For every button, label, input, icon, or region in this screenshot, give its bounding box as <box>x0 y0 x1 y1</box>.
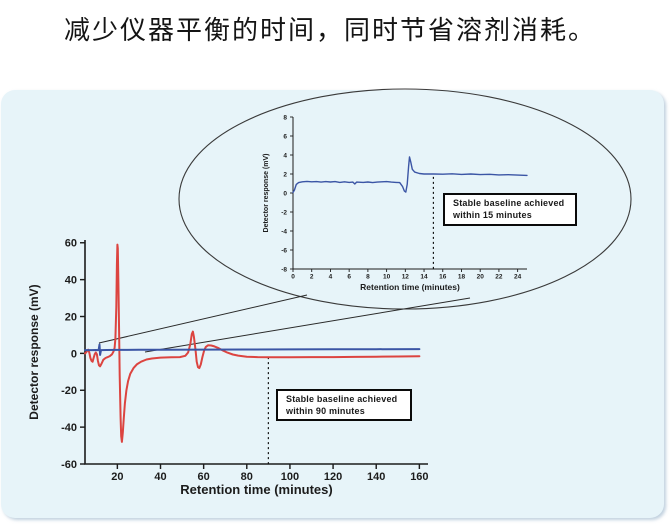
inset-chart-y-tick-label: -4 <box>281 228 287 235</box>
inset-chart-y-tick-label: 0 <box>283 190 287 197</box>
main-chart-y-tick-label: 60 <box>65 238 77 250</box>
inset-chart-ylabel: Detector response (mV) <box>263 154 270 233</box>
main-chart-x-tick-label: 40 <box>154 471 166 483</box>
main-chart-y-tick-label: -60 <box>61 459 77 471</box>
inset-chart-x-tick-label: 14 <box>420 274 428 281</box>
page-title: 减少仪器平衡的时间，同时节省溶剂消耗。 <box>64 16 597 46</box>
main-chart-y-tick-label: -40 <box>61 422 77 434</box>
inset-chart-x-tick-label: 2 <box>310 274 314 281</box>
inset-chart-y-tick-label: -6 <box>281 247 287 254</box>
main-chart-ylabel: Detector response (mV) <box>27 284 41 419</box>
main-chart-x-tick-label: 20 <box>111 471 123 483</box>
inset-chart-y-tick-label: 4 <box>283 152 287 159</box>
main-chart-x-tick-label: 80 <box>241 471 253 483</box>
main-chart-y-tick-label: -20 <box>61 385 77 397</box>
inset-chart-x-tick-label: 4 <box>329 274 333 281</box>
callout-stable-baseline-90min: Stable baseline achieved within 90 minut… <box>276 389 412 421</box>
inset-chart-x-tick-label: 0 <box>291 274 295 281</box>
inset-chart-x-tick-label: 20 <box>477 274 485 281</box>
main-chart-x-tick-label: 60 <box>198 471 210 483</box>
main-chart-xlabel: Retention time (minutes) <box>180 482 332 497</box>
main-chart-y-tick-label: 20 <box>65 311 77 323</box>
main-chart-x-tick-label: 120 <box>324 471 342 483</box>
main-chart-y-tick-label: 0 <box>71 348 77 360</box>
inset-chart: 0 2 4 6 8 10 12 14 16 18 20 22 2486420-2-4-6-8Retent… <box>263 114 528 292</box>
inset-chart-x-tick-label: 24 <box>514 274 522 281</box>
main-chart-x-tick-label: 160 <box>410 471 428 483</box>
magnifier-connector-line-1 <box>98 294 308 344</box>
main-chart: 20 40 60 80 100 120 140 1606040200-20-40-60Rete… <box>27 238 429 497</box>
chart-card <box>1 90 664 518</box>
inset-chart-x-tick-label: 8 <box>366 274 370 281</box>
main-chart-x-tick-label: 100 <box>281 471 299 483</box>
inset-chart-y-tick-label: -8 <box>281 266 287 273</box>
inset-chart-x-tick-label: 18 <box>458 274 466 281</box>
main-chart-y-tick-label: 40 <box>65 275 77 287</box>
callout-line: Stable baseline achieved <box>453 198 565 208</box>
inset-chart-x-tick-label: 22 <box>495 274 503 281</box>
inset-chart-x-tick-label: 10 <box>383 274 391 281</box>
magnifier-connector-line-2 <box>144 297 471 353</box>
main-chart-series-optimized-system-blue <box>84 343 421 356</box>
inset-chart-x-tick-label: 6 <box>347 274 351 281</box>
main-chart-x-tick-label: 140 <box>367 471 385 483</box>
inset-chart-y-tick-label: 6 <box>283 133 287 140</box>
main-chart-axes <box>84 240 428 465</box>
inset-chart-series-optimized-system-blue <box>292 156 528 194</box>
callout-line: within 90 minutes <box>286 405 365 416</box>
callout-line: within 15 minutes <box>453 209 532 220</box>
inset-chart-y-tick-label: 8 <box>283 114 287 121</box>
callout-stable-baseline-15min: Stable baseline achieved within 15 minut… <box>443 193 577 226</box>
inset-chart-xlabel: Retention time (minutes) <box>360 282 460 292</box>
inset-chart-x-tick-label: 12 <box>402 274 410 281</box>
inset-chart-y-tick-label: 2 <box>283 171 287 178</box>
inset-chart-x-tick-label: 16 <box>439 274 447 281</box>
inset-chart-y-tick-label: -2 <box>281 209 287 216</box>
callout-line: Stable baseline achieved <box>286 394 398 404</box>
